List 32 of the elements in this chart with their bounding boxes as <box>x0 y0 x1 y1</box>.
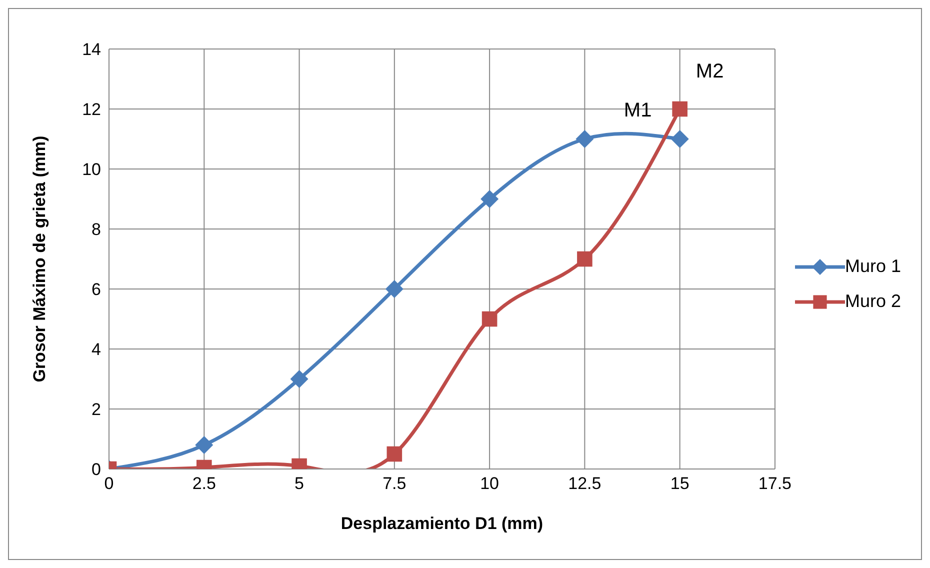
y-tick-label: 12 <box>82 100 101 120</box>
y-axis-title: Grosor Máximo de grieta (mm) <box>30 136 50 382</box>
legend-label: Muro 1 <box>844 256 901 277</box>
point <box>480 190 499 208</box>
y-tick-label: 2 <box>92 400 101 420</box>
annotation: M2 <box>696 60 724 82</box>
x-tick-label: 5 <box>294 474 304 494</box>
y-tick-label: 8 <box>92 220 101 240</box>
y-tick-label: 0 <box>92 460 101 480</box>
x-tick-label: 7.5 <box>382 474 406 494</box>
point <box>195 436 214 454</box>
point <box>576 130 594 148</box>
point <box>385 280 404 298</box>
x-tick-label: 2.5 <box>192 474 216 494</box>
point <box>482 311 498 327</box>
y-tick-label: 4 <box>92 340 101 360</box>
legend-label: Muro 2 <box>844 291 901 312</box>
x-tick-label: 12.5 <box>568 474 602 494</box>
y-tick-label: 14 <box>82 40 101 60</box>
point <box>670 130 689 148</box>
x-tick-label: 0 <box>104 474 114 494</box>
x-tick-label: 17.5 <box>758 474 792 494</box>
point <box>672 101 688 117</box>
point <box>577 251 592 267</box>
point <box>290 370 308 388</box>
annotation: M1 <box>624 99 652 122</box>
point <box>386 446 402 462</box>
y-tick-label: 6 <box>92 280 101 300</box>
x-tick-label: 10 <box>480 474 500 494</box>
y-tick-label: 10 <box>82 160 101 180</box>
x-axis-title: Desplazamiento D1 (mm) <box>340 514 544 533</box>
x-tick-label: 15 <box>670 474 690 494</box>
